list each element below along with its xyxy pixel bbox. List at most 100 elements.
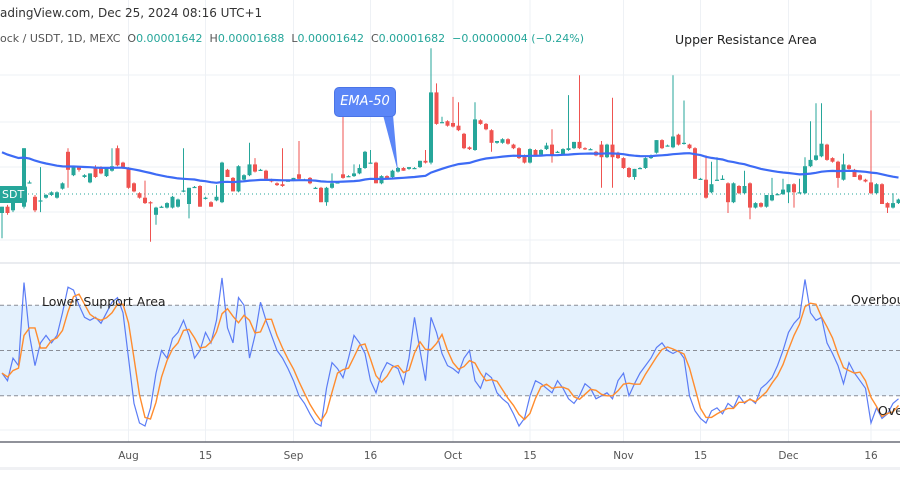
- candle-body: [27, 182, 32, 184]
- candle-body: [687, 144, 692, 149]
- candle: [423, 150, 428, 164]
- candle: [803, 157, 807, 195]
- candle-body: [533, 150, 538, 156]
- candle-body: [577, 141, 582, 149]
- candle-body: [440, 122, 444, 124]
- candle: [38, 167, 43, 213]
- high-value: 0.00001688: [217, 32, 285, 45]
- candle-body: [181, 190, 186, 192]
- high-label: H: [209, 32, 218, 45]
- candle-body: [748, 183, 752, 208]
- time-tick-label: 16: [864, 450, 878, 462]
- candle: [49, 191, 54, 196]
- candle: [484, 123, 488, 131]
- candle: [858, 174, 862, 181]
- candle-body: [478, 120, 483, 124]
- candle-body: [368, 162, 373, 164]
- candle: [346, 175, 351, 178]
- ohlc-legend: ock / USDT, 1D, MEXC O0.00001642 H0.0000…: [0, 32, 584, 45]
- candle-body: [401, 168, 406, 171]
- candle: [313, 186, 318, 189]
- candle-body: [104, 168, 109, 177]
- ema-callout-pointer: [383, 115, 398, 172]
- candle-body: [858, 175, 862, 180]
- oversold-label: Ove: [878, 403, 900, 418]
- low-label: L: [291, 32, 298, 45]
- candle: [264, 169, 268, 179]
- candle: [830, 157, 835, 163]
- candle-body: [737, 186, 741, 194]
- candle-body: [786, 184, 791, 193]
- candle-body: [599, 144, 604, 158]
- candle-body: [797, 192, 802, 194]
- candle-body: [830, 158, 835, 162]
- candle: [154, 206, 158, 225]
- candle-body: [731, 183, 736, 203]
- candle: [418, 160, 422, 168]
- candle: [225, 168, 230, 177]
- candle-body: [451, 123, 455, 127]
- upper-resistance-label: Upper Resistance Area: [675, 32, 817, 47]
- candle: [148, 201, 153, 242]
- candle: [363, 150, 367, 169]
- candle: [33, 195, 37, 213]
- candle: [792, 183, 796, 208]
- candle-body: [236, 166, 241, 192]
- candle-body: [654, 140, 659, 153]
- candle-body: [638, 168, 642, 170]
- candle: [836, 160, 840, 188]
- candle-body: [247, 164, 252, 176]
- candle: [324, 186, 329, 206]
- candle-body: [726, 183, 730, 203]
- candle: [841, 153, 846, 181]
- candle: [797, 178, 802, 194]
- candle-body: [704, 179, 708, 198]
- candles: [0, 48, 900, 242]
- candle-body: [896, 199, 900, 204]
- candle-body: [38, 200, 43, 202]
- candle-body: [148, 202, 153, 204]
- candle-body: [231, 177, 235, 192]
- ema-callout: EMA-50: [334, 87, 396, 117]
- candle-body: [203, 197, 208, 199]
- candle-body: [335, 182, 340, 184]
- candle: [731, 182, 736, 204]
- candle: [572, 141, 576, 150]
- candle: [88, 173, 92, 184]
- candle-body: [462, 133, 466, 149]
- candle-body: [352, 173, 356, 177]
- candle-body: [77, 167, 81, 170]
- candle-body: [803, 166, 807, 194]
- candle: [726, 182, 730, 213]
- candle-body: [720, 178, 725, 180]
- candle: [566, 95, 571, 151]
- ema-50-line: [1, 151, 899, 184]
- candle: [181, 148, 186, 193]
- candle-body: [71, 167, 76, 176]
- candle: [654, 140, 659, 154]
- candle: [495, 141, 499, 144]
- candle: [176, 198, 180, 208]
- candle: [451, 96, 455, 128]
- candle-body: [566, 148, 571, 150]
- candle: [847, 164, 851, 170]
- symbol-label[interactable]: ock / USDT, 1D, MEXC: [0, 32, 121, 45]
- candle: [682, 100, 686, 145]
- candle-body: [665, 145, 670, 147]
- candle-body: [473, 119, 477, 150]
- time-tick-label: Sep: [283, 450, 304, 462]
- candle: [863, 178, 868, 183]
- candle-body: [500, 139, 505, 143]
- candle-body: [693, 148, 697, 179]
- candle: [456, 102, 461, 132]
- candle: [511, 143, 516, 150]
- candle-body: [863, 179, 868, 182]
- candle-body: [154, 207, 158, 215]
- candle-body: [418, 160, 422, 168]
- candle: [704, 155, 708, 199]
- candle-body: [621, 158, 626, 168]
- candle-body: [115, 148, 120, 166]
- candle: [759, 202, 763, 208]
- candle-body: [550, 144, 554, 156]
